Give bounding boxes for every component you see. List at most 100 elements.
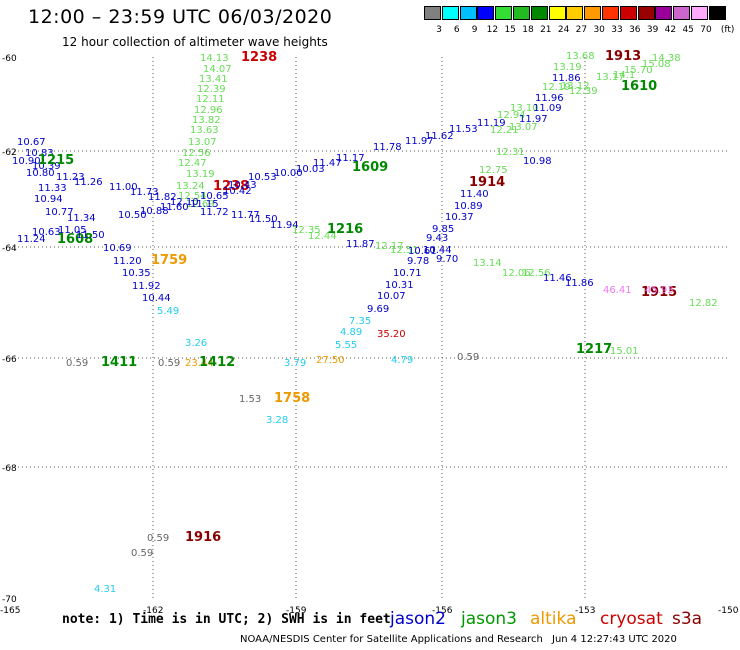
wave-height-label: 13.12 [561,81,590,92]
wave-height-label: 13.19 [186,169,215,180]
pass-time-label: 1915 [641,285,677,300]
satellite-legend-cryosat: cryosat [600,609,663,629]
wave-height-label: 11.82 [148,192,177,203]
wave-height-label: 12.94 [497,110,526,121]
wave-height-label: 11.19 [477,118,506,129]
wave-height-label: 10.31 [385,280,414,291]
wave-height-label: 5.55 [335,340,357,351]
wave-height-label: 11.97 [405,136,434,147]
wave-height-label: 12.56 [182,148,211,159]
wave-height-label: 10.53 [248,172,277,183]
pass-time-label: 1411 [101,355,137,370]
wave-height-label: 14.38 [652,53,681,64]
wave-height-label: 10.94 [34,194,63,205]
wave-height-label: 3.28 [266,415,288,426]
wave-height-label: 13.07 [509,122,538,133]
wave-height-label: 10.00 [274,168,303,179]
pass-time-label: 1609 [352,160,388,175]
wave-height-label: 10.77 [45,207,74,218]
wave-height-label: 11.05 [58,225,87,236]
wave-height-label: 12.11 [196,94,225,105]
scale-label: 15 [504,25,516,35]
wave-height-label: 13.24 [176,181,205,192]
wave-height-label: 12.75 [479,165,508,176]
wave-height-label: 1.53 [239,394,261,405]
wave-height-label: 13.17 [596,72,625,83]
wave-height-label: 11.86 [565,278,594,289]
latitude-label: -68 [2,464,17,474]
wave-height-label: 12.44 [308,231,337,242]
scale-swatch [566,6,584,20]
wave-height-label: 10.63 [32,227,61,238]
wave-height-label: 27.50 [316,355,345,366]
longitude-label: -159 [286,606,307,616]
wave-height-label: 12.54 [178,191,207,202]
wave-height-label: 13.63 [190,125,219,136]
wave-height-label: 11.87 [346,239,375,250]
wave-height-label: 12.51 [390,245,419,256]
pass-time-label: 1238 [213,179,249,194]
wave-height-label: 12.17 [375,241,404,252]
satellite-legend-s3a: s3a [672,609,703,629]
scale-label: 6 [453,25,460,35]
scale-swatch [602,6,619,20]
wave-height-label: 35.20 [377,329,406,340]
wave-height-label: 10.03 [296,164,325,175]
wave-height-label: 12.35 [292,225,321,236]
pass-time-label: 1914 [469,175,505,190]
satellite-legend-altika: altika [530,609,577,629]
wave-height-label: 11.73 [130,187,159,198]
wave-height-label: 0.59 [131,548,153,559]
wave-height-label: 0.59 [66,358,88,369]
wave-height-label: 11.50 [76,230,105,241]
wave-height-label: 13.68 [566,51,595,62]
credit-text: NOAA/NESDIS Center for Satellite Applica… [240,634,543,645]
wave-height-label: 12.19 [542,82,571,93]
wave-height-label: 10.88 [140,206,169,217]
scale-label: 39 [646,25,659,35]
wave-height-label: 15.01 [610,346,639,357]
wave-height-label: 11.50 [249,214,278,225]
wave-height-label: 11.46 [543,273,572,284]
wave-height-label: 13.82 [192,115,221,126]
wave-height-label: 9.85 [432,224,454,235]
pass-time-label: 1608 [57,232,93,247]
wave-height-label: 10.43 [228,180,257,191]
scale-label: 21 [540,25,552,35]
page-subtitle: 12 hour collection of altimeter wave hei… [62,35,328,49]
wave-height-label: 10.42 [223,186,252,197]
pass-time-label: 1913 [605,49,641,64]
wave-height-label: 11.17 [336,153,365,164]
wave-height-label: 13.10 [510,103,539,114]
scale-swatch [619,6,637,20]
scale-swatch [691,6,708,20]
scale-swatch [548,6,566,20]
scale-swatch [477,6,495,20]
wave-height-label: 9.78 [407,256,429,267]
wave-height-label: 10.61 [408,246,437,257]
wave-height-label: 12.82 [689,298,718,309]
scale-label: 12 [486,25,499,35]
wave-height-label: 11.09 [533,103,562,114]
wave-height-label: 11.78 [373,142,402,153]
wave-height-label: 12.56 [522,268,551,279]
scale-label: 45 [682,25,694,35]
scale-swatch [708,6,726,20]
pass-time-label: 1759 [151,253,187,268]
wave-height-label: 11.72 [200,207,229,218]
longitude-label: -150 [718,606,739,616]
wave-height-label: 12.06 [502,268,531,279]
wave-height-label: 4.31 [94,584,116,595]
wave-height-label: 9.43 [426,233,448,244]
wave-height-label: 11.53 [449,124,478,135]
wave-height-label: 0.59 [457,352,479,363]
wave-height-label: 12.21 [490,125,519,136]
wave-height-label: 13.14 [473,258,502,269]
wave-height-label: 5.49 [157,306,179,317]
wave-height-label: 15.70 [624,65,653,76]
wave-height-label: 0.59 [147,533,169,544]
wave-height-label: 14.07 [203,64,232,75]
scale-label: 9 [471,25,478,35]
wave-height-label: 9.70 [436,254,458,265]
